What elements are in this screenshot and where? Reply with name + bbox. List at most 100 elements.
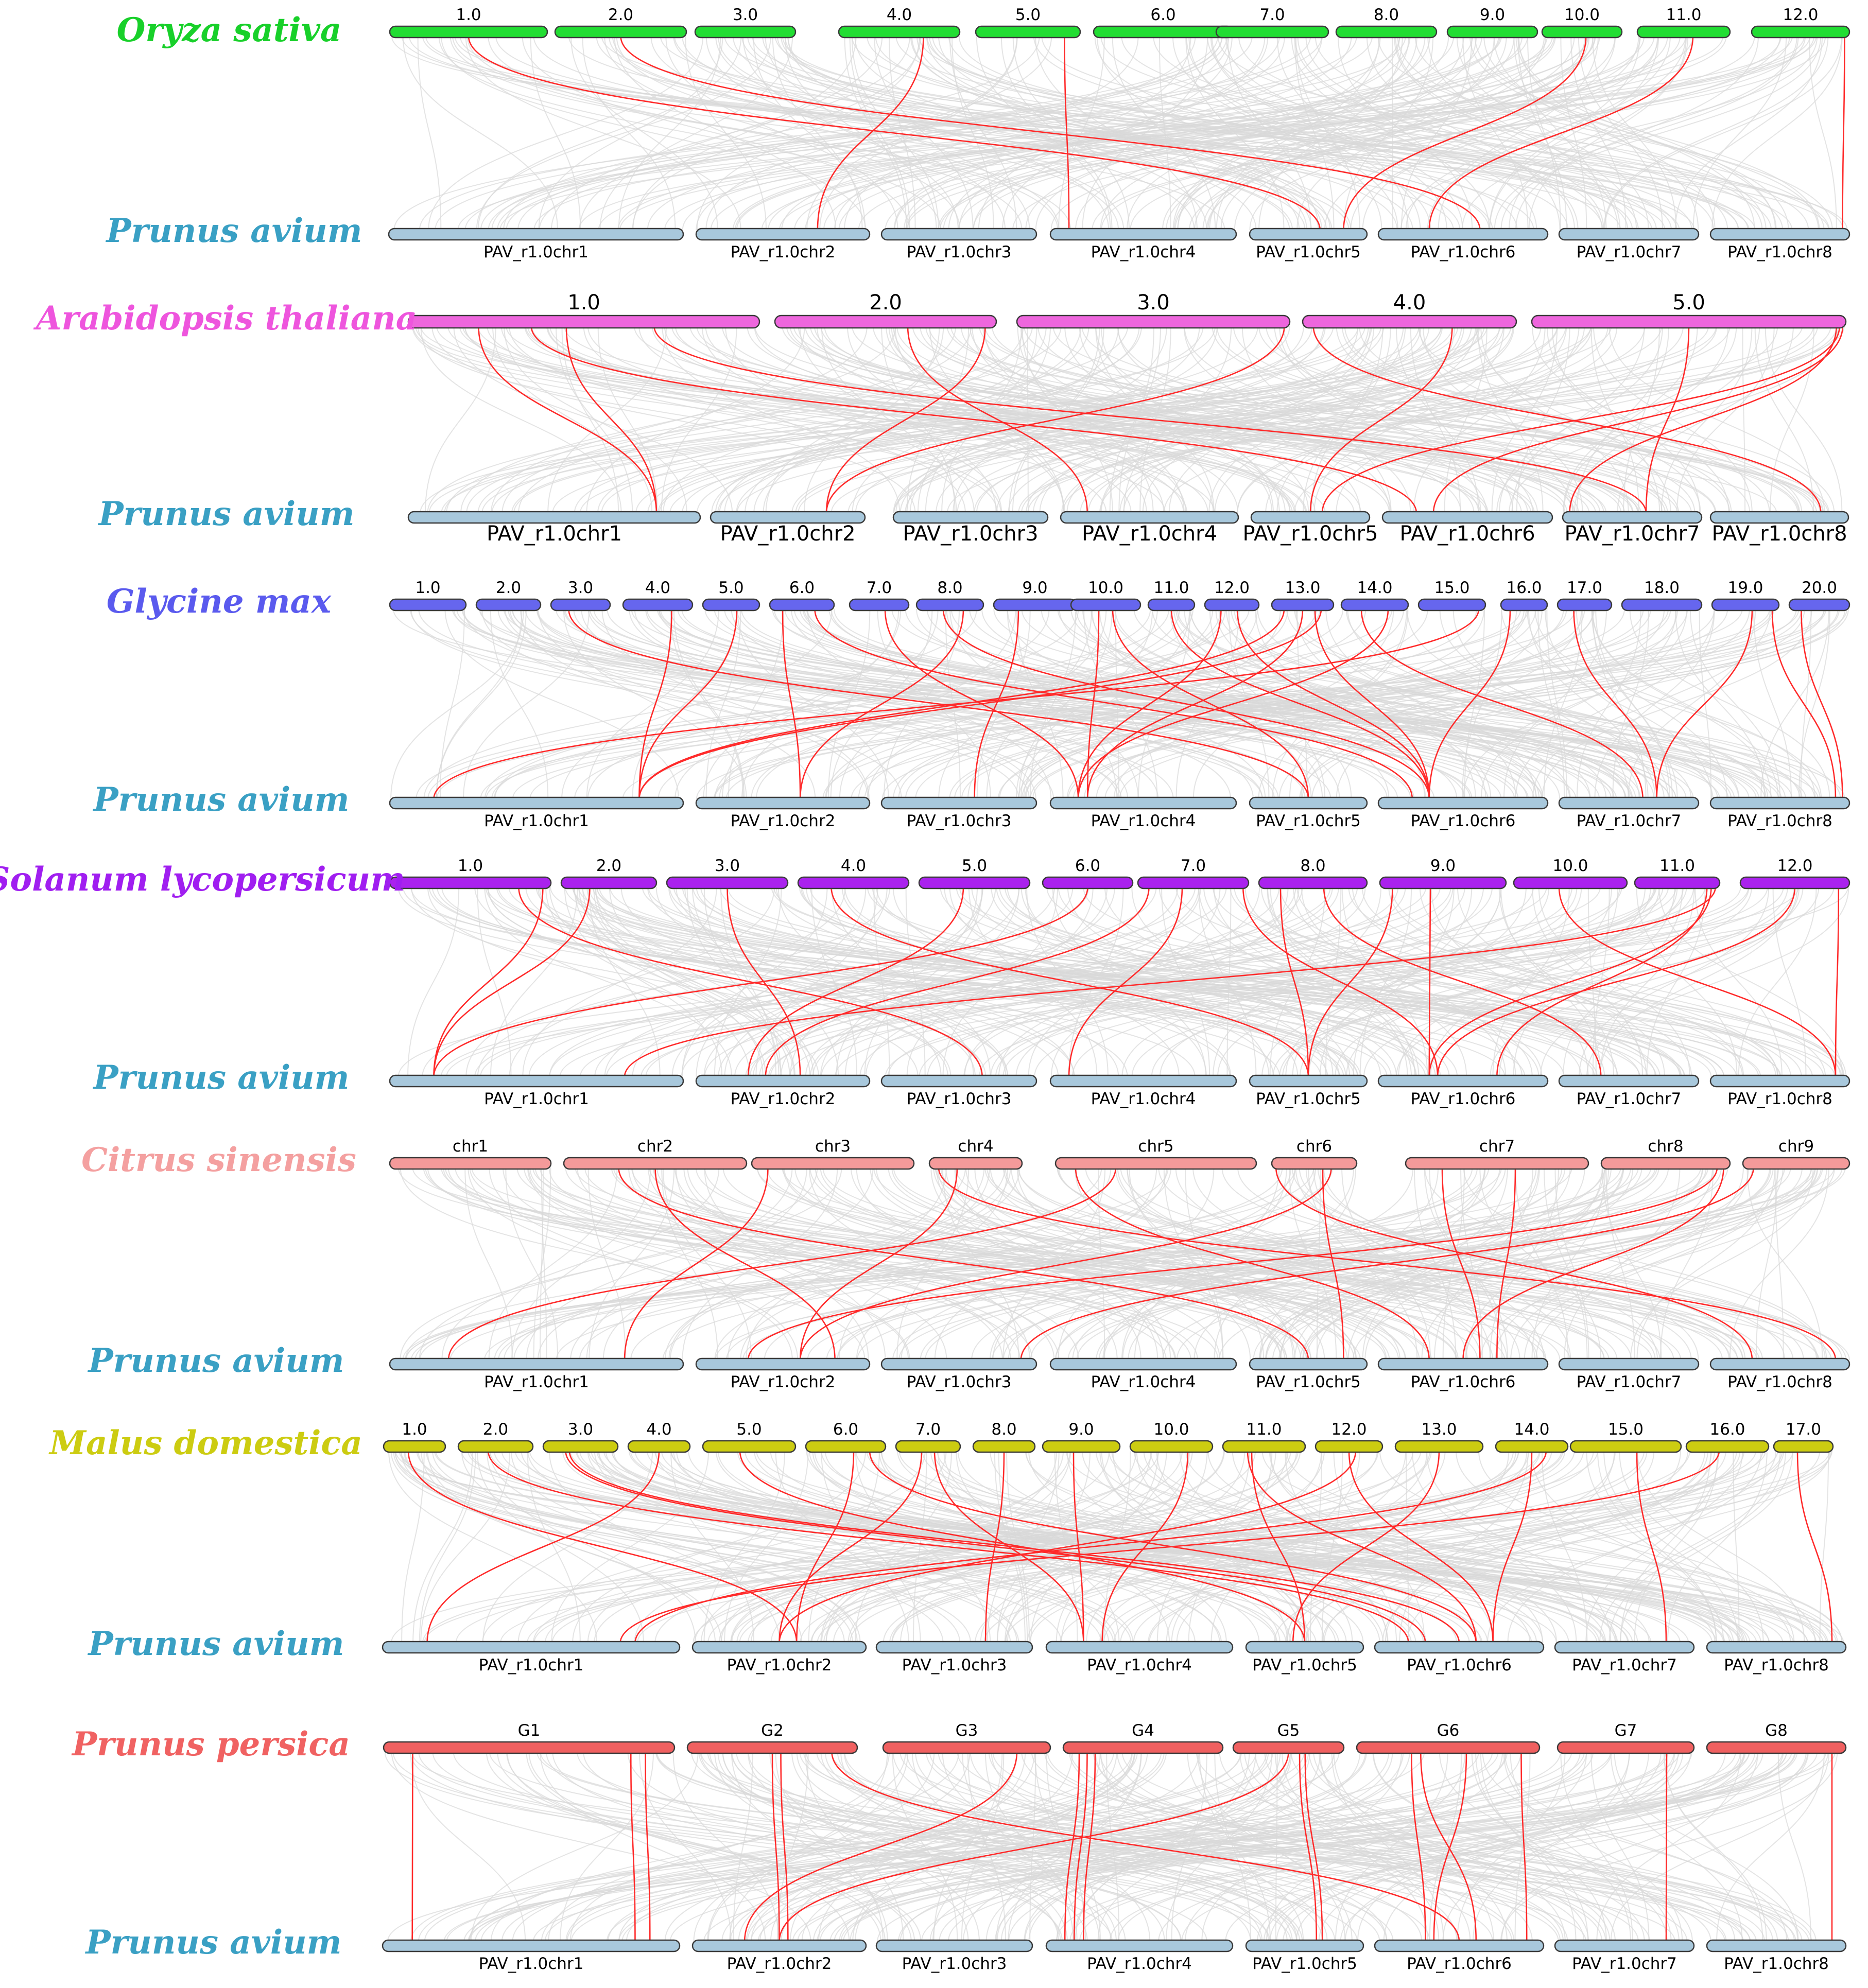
gray-link	[1291, 1167, 1785, 1361]
gray-link	[670, 1450, 754, 1644]
reference-chromosome-bar	[407, 511, 701, 524]
species-label: Solanum lycopersicum	[0, 860, 405, 899]
chromosome-label: G2	[761, 1721, 784, 1740]
gray-link	[443, 1167, 1288, 1361]
gray-link	[1121, 1751, 1817, 1942]
chromosome-label: 10.0	[1088, 579, 1123, 597]
chromosome-bar	[1054, 1157, 1257, 1170]
gray-link	[1177, 36, 1477, 231]
gray-link	[394, 1450, 1114, 1644]
reference-chromosome-bar	[1374, 1939, 1545, 1952]
gray-link	[1254, 1751, 1616, 1942]
gray-link	[1314, 36, 1763, 231]
chromosome-bar	[1500, 598, 1548, 612]
gray-link	[400, 1167, 866, 1361]
reference-chromosome-bar	[1049, 796, 1237, 810]
chromosome-bar	[1147, 598, 1196, 612]
gray-link	[997, 608, 1715, 799]
red-link	[782, 608, 801, 799]
reference-chromosome-bar	[1374, 1641, 1545, 1654]
chromosome-label: 16.0	[1709, 1420, 1745, 1439]
gray-link	[1055, 1167, 1563, 1361]
reference-chromosome-label: PAV_r1.0chr6	[1407, 1955, 1512, 1973]
gray-link	[1057, 608, 1815, 799]
red-link	[433, 886, 591, 1077]
red-link	[1496, 886, 1708, 1077]
gray-link	[1213, 886, 1420, 1077]
gray-link	[893, 36, 1285, 231]
chromosome-label: 5.0	[962, 857, 987, 875]
gray-link	[933, 1450, 1616, 1644]
gray-link	[481, 608, 902, 799]
gray-link	[511, 1167, 651, 1361]
gray-link	[1348, 886, 1826, 1077]
gray-link	[420, 325, 1382, 514]
gray-link	[1406, 1450, 1409, 1644]
gray-link	[424, 1751, 1305, 1942]
gray-link	[419, 36, 1219, 231]
gray-link	[1162, 36, 1545, 231]
gray-link	[1344, 1751, 1679, 1942]
chromosome-label: 9.0	[1068, 1420, 1094, 1439]
gray-link	[1500, 886, 1602, 1077]
gray-link	[476, 1450, 644, 1644]
gray-link	[1071, 886, 1620, 1077]
gray-link	[1716, 1751, 1825, 1942]
gray-link	[715, 36, 1125, 231]
gray-link	[1126, 1167, 1468, 1361]
gray-link	[839, 1167, 1008, 1361]
reference-species-label: Prunus avium	[85, 1923, 342, 1962]
gray-link	[937, 1450, 1170, 1644]
panel-prunus-persica: G1 G2 G3 G4 G5 G6 G7 G8 PAV_r1.0chr1 PAV_r1.0chr2…	[71, 1721, 1847, 1973]
gray-link	[1427, 36, 1621, 231]
gray-link	[979, 325, 1824, 514]
chromosome-label: G5	[1277, 1721, 1300, 1740]
reference-chromosome-bar	[695, 1074, 871, 1088]
chromosome-bar	[1042, 876, 1134, 890]
gray-link	[793, 325, 1829, 514]
gray-link	[820, 1167, 1420, 1361]
chromosome-bar	[1773, 1440, 1834, 1453]
gray-link	[1256, 1751, 1745, 1942]
gray-link	[1400, 36, 1818, 231]
gray-link	[1002, 1167, 1604, 1361]
gray-link	[898, 1167, 1791, 1361]
chromosome-label: 9.0	[1480, 6, 1505, 24]
gray-link	[467, 1450, 1844, 1644]
gray-link	[492, 325, 653, 514]
gray-link	[593, 886, 764, 1077]
gray-link	[1064, 325, 1280, 514]
gray-link	[477, 886, 512, 1077]
chromosome-bar	[563, 1157, 748, 1170]
red-link	[1312, 325, 1822, 514]
gray-link	[1746, 1167, 1823, 1361]
red-links	[468, 36, 1845, 231]
gray-link	[477, 36, 742, 231]
gray-link	[1612, 608, 1649, 799]
gray-link	[1515, 36, 1759, 231]
reference-chromosome-label: PAV_r1.0chr4	[1082, 522, 1217, 546]
reference-chromosome-bar	[875, 1939, 1033, 1952]
gray-link	[1602, 1167, 1662, 1361]
red-link	[1074, 1751, 1088, 1942]
gray-link	[681, 886, 888, 1077]
chromosome-bar	[769, 598, 835, 612]
gray-link	[432, 1450, 1011, 1644]
red-link	[518, 886, 983, 1077]
gray-link	[705, 325, 1184, 514]
red-link	[795, 1450, 855, 1644]
chromosome-bar	[389, 1157, 552, 1170]
gray-link	[1599, 1450, 1781, 1644]
gray-link	[1359, 886, 1412, 1077]
chromosome-label: 6.0	[833, 1420, 858, 1439]
reference-chromosome-bar	[880, 1074, 1037, 1088]
red-link	[620, 36, 1481, 231]
gray-link	[658, 608, 1388, 799]
red-link	[1558, 886, 1837, 1077]
gray-link	[1503, 1751, 1683, 1942]
gray-link	[1270, 886, 1415, 1077]
chromosome-bar	[1446, 25, 1538, 39]
reference-chromosome-label: PAV_r1.0chr5	[1242, 522, 1378, 546]
gray-link	[681, 886, 828, 1077]
chromosome-label: 1.0	[458, 857, 483, 875]
